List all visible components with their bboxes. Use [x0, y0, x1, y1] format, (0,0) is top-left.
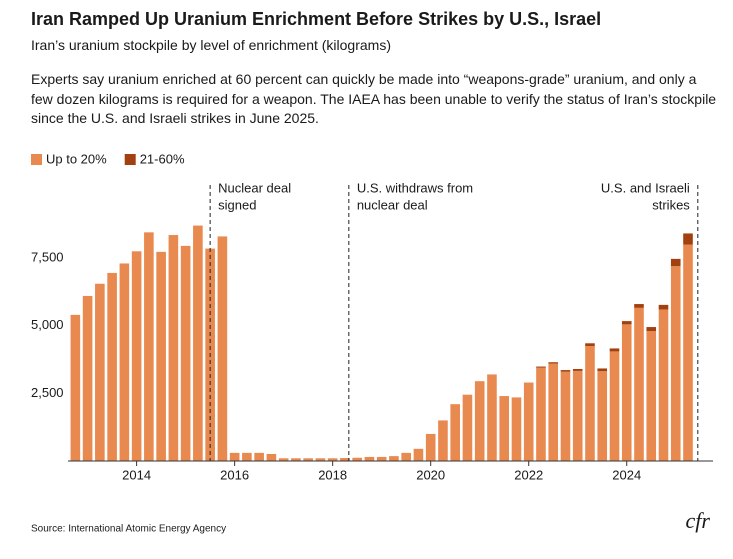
bar-segment — [670, 258, 681, 267]
bar-segment — [413, 448, 424, 461]
bar-segment — [193, 225, 203, 461]
bar-segment — [425, 433, 436, 461]
bar-segment — [389, 456, 399, 461]
bar-segment — [474, 381, 485, 461]
bar-segment — [401, 452, 411, 461]
bar-segment — [266, 453, 277, 461]
bar-segment — [548, 363, 559, 461]
x-tick-label: 2024 — [612, 467, 641, 482]
bar-segment — [597, 371, 608, 461]
legend-label: Up to 20% — [46, 151, 107, 166]
bar-segment — [646, 327, 657, 332]
bar-segment — [144, 232, 154, 461]
legend-swatch — [124, 154, 136, 165]
bar-segment — [364, 456, 375, 461]
bar-segment — [560, 371, 571, 461]
bar-segment — [450, 404, 460, 461]
bar-segment — [585, 346, 595, 461]
x-tick-label: 2020 — [416, 467, 445, 482]
logo: cfr — [686, 508, 711, 533]
bar-segment — [523, 382, 534, 461]
x-tick-label: 2016 — [220, 467, 249, 482]
bar-segment — [609, 348, 620, 352]
chart-title: Iran Ramped Up Uranium Enrichment Before… — [31, 9, 602, 29]
chart-subtitle: Iran’s uranium stockpile by level of enr… — [31, 37, 391, 53]
bar-segment — [658, 309, 669, 461]
annotation-text: Nuclear deal — [218, 180, 291, 195]
bar-segment — [597, 368, 608, 372]
bar-segment — [462, 394, 473, 461]
bar-segment — [107, 272, 117, 461]
bar-segment — [291, 458, 301, 461]
source: Source: International Atomic Energy Agen… — [31, 524, 226, 535]
annotation-text: U.S. withdraws from — [357, 180, 473, 195]
bar-segment — [82, 295, 93, 461]
bar-segment — [487, 374, 497, 461]
bar-segment — [95, 283, 105, 461]
bar-segment — [621, 324, 632, 461]
bar-segment — [646, 331, 657, 461]
x-tick-label: 2018 — [318, 467, 347, 482]
bar-segment — [499, 396, 510, 461]
bar-segment — [254, 452, 264, 461]
annotation-text: strikes — [652, 197, 690, 212]
bar-segment — [572, 370, 583, 461]
bar-segment — [352, 457, 362, 461]
bar-segment — [131, 251, 142, 461]
bar-segment — [242, 452, 252, 461]
bar-segment — [217, 236, 228, 461]
bar-segment — [536, 366, 546, 368]
description: Experts say uranium enriched at 60 perce… — [31, 71, 717, 126]
bar-segment — [548, 362, 559, 364]
bar-segment — [572, 369, 583, 371]
bar-segment — [511, 397, 522, 461]
bar-segment — [70, 314, 81, 461]
bar-segment — [303, 458, 313, 461]
bar-segment — [560, 370, 571, 372]
bar-segment — [683, 244, 693, 461]
bar-segment — [683, 233, 693, 245]
bar-segment — [327, 458, 338, 461]
y-tick-label: 7,500 — [31, 249, 64, 264]
x-tick-label: 2022 — [514, 467, 543, 482]
bar-segment — [156, 251, 166, 461]
y-tick-label: 5,000 — [31, 317, 64, 332]
legend-swatch — [31, 154, 42, 165]
y-tick-label: 2,500 — [31, 385, 64, 400]
bar-segment — [119, 263, 130, 461]
bar-segment — [621, 321, 632, 325]
x-tick-label: 2014 — [122, 467, 151, 482]
legend-label: 21-60% — [140, 151, 185, 166]
bar-segment — [670, 266, 681, 461]
bar-segment — [278, 458, 289, 461]
bar-segment — [376, 456, 387, 461]
bar-segment — [168, 235, 179, 461]
annotation-text: signed — [218, 197, 256, 212]
bar-segment — [585, 343, 595, 346]
annotation-text: U.S. and Israeli — [601, 180, 690, 195]
bar-segment — [658, 304, 669, 310]
bar-segment — [609, 351, 620, 461]
bar-segment — [536, 367, 546, 461]
annotation-text: nuclear deal — [357, 197, 428, 212]
bar-segment — [438, 420, 448, 461]
bar-segment — [634, 304, 644, 308]
bar-segment — [180, 245, 191, 461]
bar-segment — [229, 452, 240, 461]
bar-segment — [634, 307, 644, 461]
bar-segment — [315, 458, 326, 461]
bar-segment — [340, 458, 350, 461]
